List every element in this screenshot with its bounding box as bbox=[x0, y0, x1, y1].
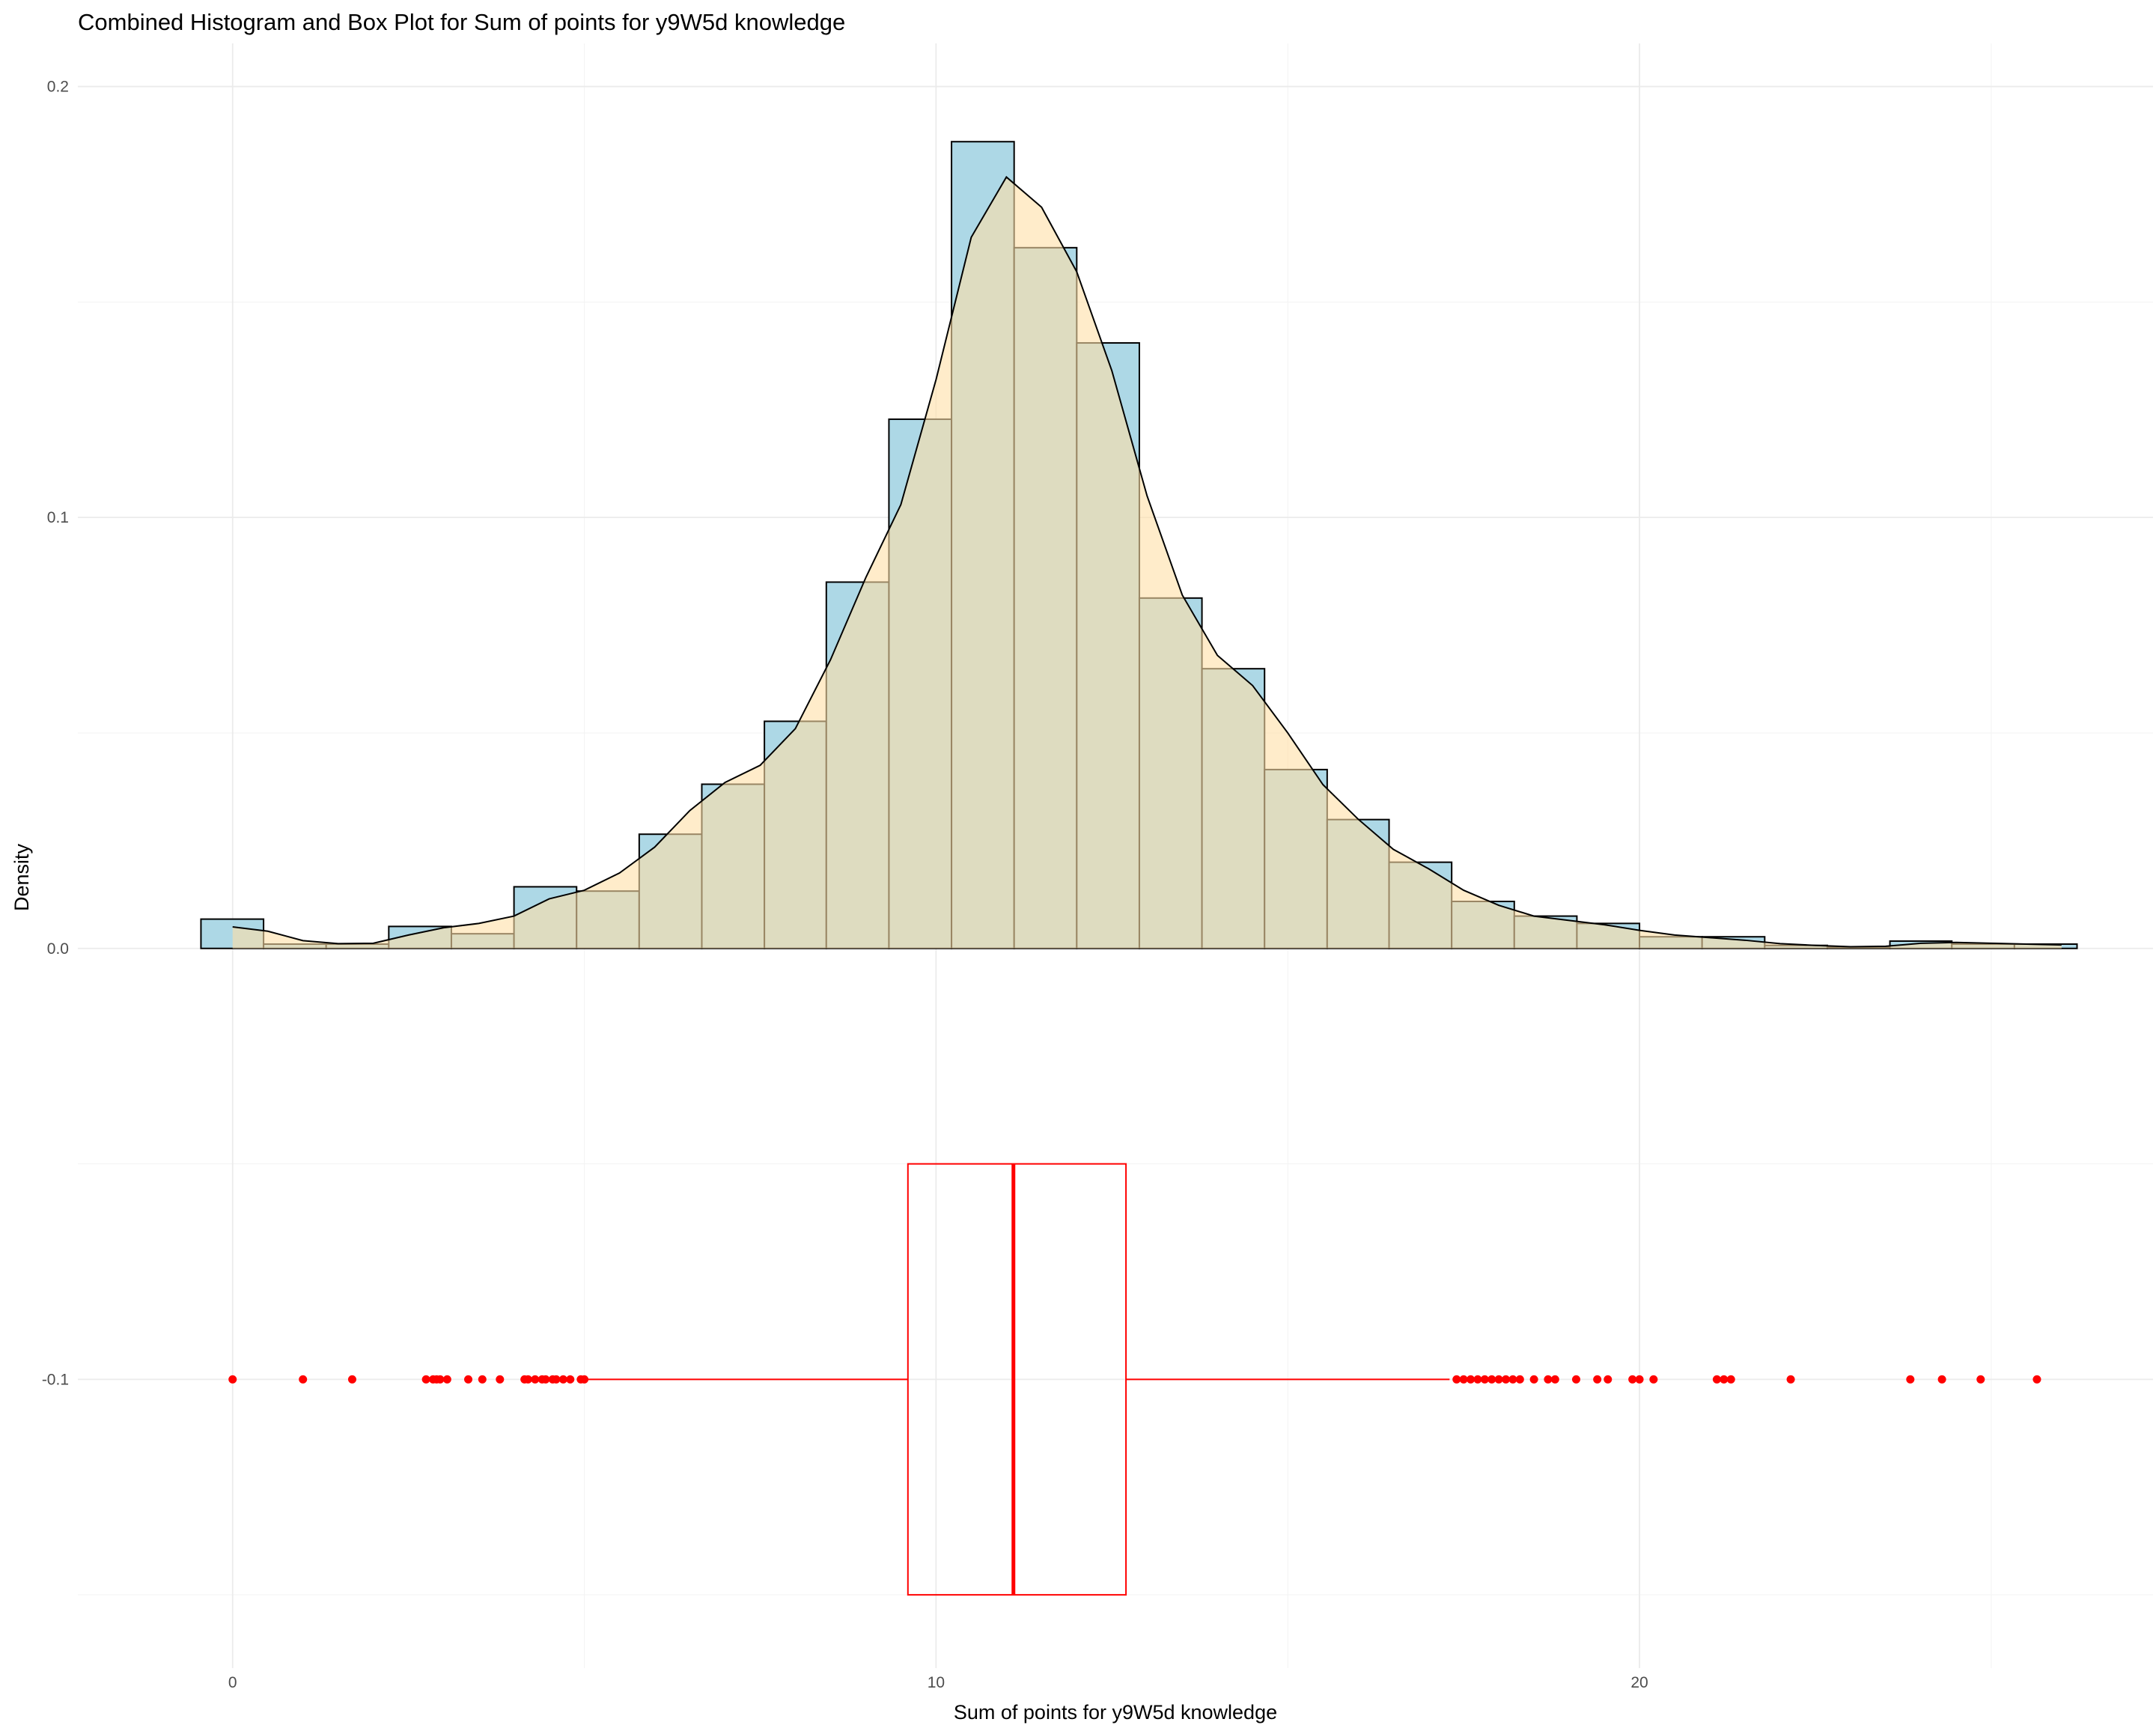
density-curve-layer bbox=[232, 175, 2062, 949]
boxplot-outlier bbox=[541, 1375, 550, 1384]
boxplot-outlier bbox=[1502, 1375, 1511, 1384]
x-tick-labels: 0 10 20 bbox=[228, 1674, 1648, 1691]
boxplot-outlier bbox=[1976, 1375, 1985, 1384]
boxplot-outlier bbox=[1529, 1375, 1538, 1384]
boxplot-outlier bbox=[1786, 1375, 1795, 1384]
boxplot-outlier bbox=[552, 1375, 561, 1384]
y-axis-label: Density bbox=[10, 843, 33, 911]
boxplot-outlier bbox=[496, 1375, 505, 1384]
x-tick-label: 10 bbox=[928, 1674, 945, 1691]
boxplot-outlier bbox=[2032, 1375, 2041, 1384]
boxplot bbox=[228, 1163, 2041, 1596]
boxplot-outlier bbox=[1712, 1375, 1721, 1384]
boxplot-outlier bbox=[1628, 1375, 1637, 1384]
boxplot-outlier bbox=[1459, 1375, 1468, 1384]
boxplot-outlier bbox=[1473, 1375, 1482, 1384]
boxplot-outlier bbox=[228, 1375, 237, 1384]
boxplot-outlier bbox=[1494, 1375, 1503, 1384]
boxplot-outlier bbox=[1487, 1375, 1496, 1384]
boxplot-outlier bbox=[1544, 1375, 1553, 1384]
boxplot-outlier bbox=[1635, 1375, 1644, 1384]
boxplot-outlier bbox=[1515, 1375, 1524, 1384]
density-area bbox=[232, 177, 2062, 949]
density-line bbox=[232, 175, 2062, 948]
boxplot-outlier bbox=[1571, 1375, 1580, 1384]
boxplot-outlier bbox=[299, 1375, 308, 1384]
boxplot-outlier bbox=[531, 1375, 540, 1384]
boxplot-outlier bbox=[1480, 1375, 1489, 1384]
boxplot-outlier bbox=[523, 1375, 532, 1384]
y-tick-label: 0.2 bbox=[47, 79, 69, 96]
boxplot-outlier bbox=[347, 1375, 356, 1384]
boxplot-outlier bbox=[1720, 1375, 1729, 1384]
boxplot-outlier bbox=[1937, 1375, 1946, 1384]
boxplot-outlier bbox=[478, 1375, 487, 1384]
chart-title: Combined Histogram and Box Plot for Sum … bbox=[78, 9, 845, 35]
x-tick-label: 20 bbox=[1630, 1674, 1648, 1691]
boxplot-outlier bbox=[1649, 1375, 1658, 1384]
boxplot-outlier bbox=[1604, 1375, 1613, 1384]
boxplot-outlier bbox=[1726, 1375, 1735, 1384]
y-tick-label: 0.0 bbox=[47, 940, 69, 958]
boxplot-outlier bbox=[442, 1375, 451, 1384]
boxplot-outlier bbox=[1906, 1375, 1915, 1384]
boxplot-outlier bbox=[566, 1375, 575, 1384]
boxplot-outlier bbox=[1550, 1375, 1559, 1384]
boxplot-outlier bbox=[1593, 1375, 1602, 1384]
y-tick-label: 0.1 bbox=[47, 509, 69, 526]
boxplot-outlier bbox=[421, 1375, 430, 1384]
boxplot-outlier bbox=[464, 1375, 473, 1384]
boxplot-outlier bbox=[436, 1375, 445, 1384]
x-axis-label: Sum of points for y9W5d knowledge bbox=[954, 1701, 1277, 1724]
boxplot-outlier bbox=[580, 1375, 589, 1384]
boxplot-outlier bbox=[1467, 1375, 1476, 1384]
boxplot-outlier bbox=[1452, 1375, 1461, 1384]
boxplot-outlier bbox=[558, 1375, 567, 1384]
boxplot-box bbox=[907, 1163, 1127, 1596]
y-tick-label: -0.1 bbox=[42, 1371, 69, 1388]
x-tick-label: 0 bbox=[228, 1674, 237, 1691]
boxplot-outlier bbox=[1508, 1375, 1517, 1384]
y-tick-labels: -0.1 0.0 0.1 0.2 bbox=[42, 79, 69, 1389]
